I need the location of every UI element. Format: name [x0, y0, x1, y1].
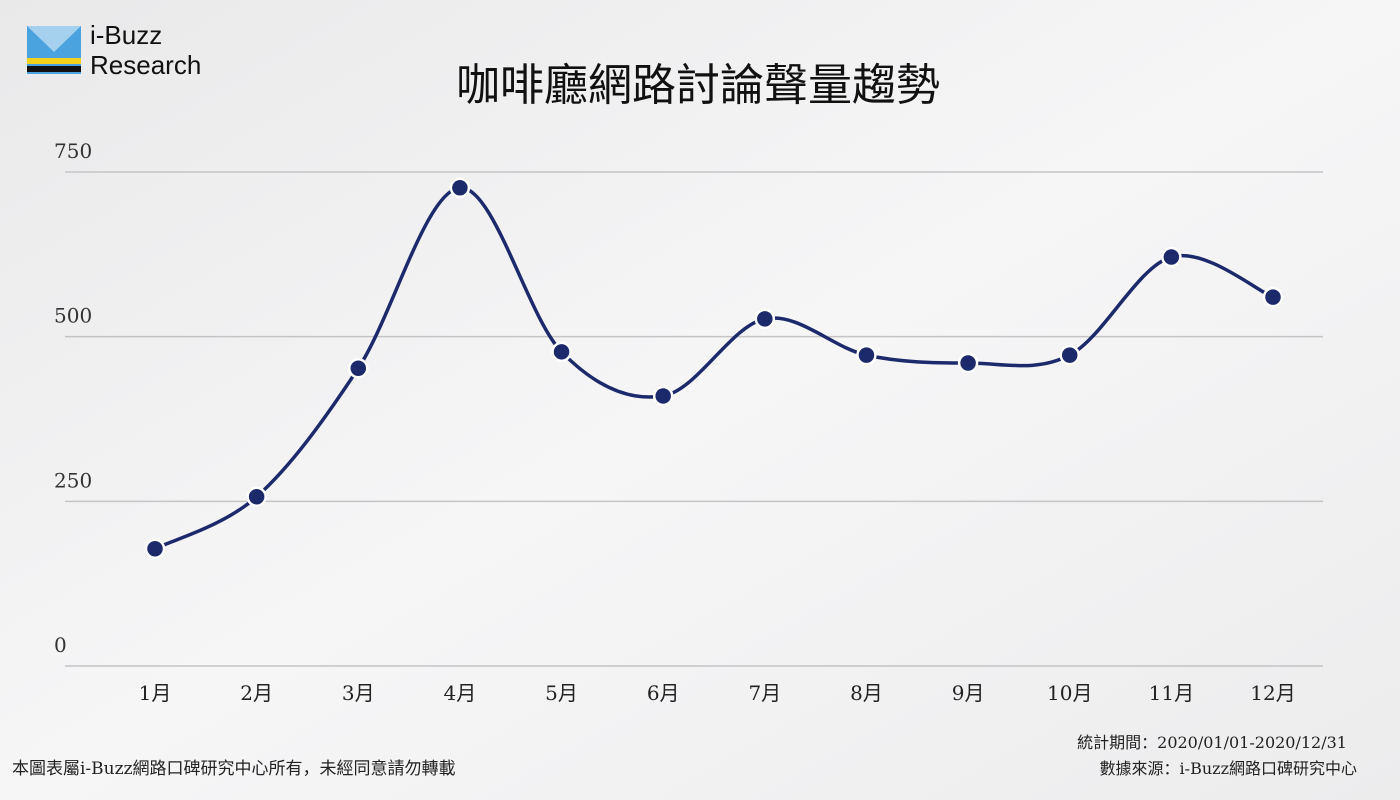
logo-icon: [27, 26, 81, 74]
y-tick-label: 250: [54, 468, 92, 492]
note: 統計期間：2020/01/01-2020/12/31: [1077, 733, 1347, 752]
x-tick-label: 6月: [647, 681, 680, 705]
point: [1059, 344, 1080, 366]
point: [348, 358, 369, 379]
y-tick-label: 500: [54, 304, 92, 328]
point: [144, 538, 166, 560]
logo-text: Research: [90, 50, 201, 80]
x-tick-label: 8月: [850, 681, 883, 705]
x-tick-label: 11月: [1149, 681, 1194, 705]
x-tick-label: 7月: [748, 681, 781, 705]
x-tick-label: 2月: [240, 681, 273, 705]
chart-title: 咖啡廳網路討論聲量趨勢: [456, 60, 940, 111]
note: 數據來源：i-Buzz網路口碑研究中心: [1100, 759, 1357, 778]
point: [246, 486, 267, 507]
point: [957, 352, 979, 374]
point: [754, 308, 776, 330]
logo-text: i-Buzz: [90, 20, 162, 50]
x-tick-label: 5月: [545, 681, 578, 705]
point: [551, 341, 572, 363]
point: [449, 177, 471, 199]
point: [652, 385, 674, 407]
y-tick-label: 0: [54, 633, 67, 657]
x-tick-label: 3月: [342, 681, 375, 705]
x-tick-label: 4月: [444, 681, 477, 705]
copyright: 本圖表屬i-Buzz網路口碑研究中心所有，未經同意請勿轉載: [12, 759, 456, 779]
y-tick-label: 750: [54, 139, 92, 163]
x-tick-label: 1月: [139, 681, 172, 705]
point: [856, 344, 877, 366]
point: [1161, 246, 1182, 268]
x-tick-label: 10月: [1047, 681, 1092, 705]
point: [1262, 286, 1284, 308]
x-tick-label: 9月: [952, 681, 985, 705]
x-tick-label: 12月: [1250, 681, 1295, 705]
